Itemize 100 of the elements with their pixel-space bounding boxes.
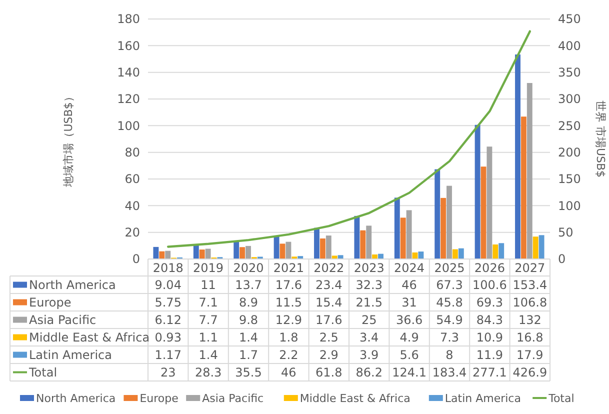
bar xyxy=(286,242,292,259)
data-label: 0.93 xyxy=(154,330,182,344)
bar xyxy=(434,169,440,259)
data-label: 5.75 xyxy=(154,295,182,310)
bar xyxy=(515,54,520,259)
data-label: 2.2 xyxy=(279,348,298,362)
data-label: 1.7 xyxy=(238,348,258,362)
y2-tick-label: 300 xyxy=(558,92,581,106)
data-label: 10.9 xyxy=(476,330,504,344)
y-tick-label: 160 xyxy=(117,38,140,53)
bar xyxy=(366,226,372,259)
bar xyxy=(320,238,326,259)
bar xyxy=(326,236,332,259)
y-tick-label: 180 xyxy=(117,12,140,26)
data-label: 25 xyxy=(361,312,377,327)
data-label: 7.7 xyxy=(198,312,218,327)
y-tick-label: 80 xyxy=(124,146,140,160)
y2-tick-label: 400 xyxy=(558,38,581,53)
data-label: 1.1 xyxy=(198,330,218,344)
data-label: 1.4 xyxy=(238,330,258,344)
y2-tick-label: 350 xyxy=(558,66,581,80)
data-label: 7.1 xyxy=(198,295,218,310)
bar xyxy=(498,243,504,259)
y-tick-label: 140 xyxy=(117,66,140,80)
x-tick-label: 2019 xyxy=(193,261,224,276)
legend-label: Total xyxy=(548,392,574,405)
data-label: 69.3 xyxy=(476,295,504,310)
x-tick-label: 2023 xyxy=(354,261,384,276)
data-label: 16.8 xyxy=(516,330,544,344)
bar xyxy=(480,166,486,259)
data-label: 3.9 xyxy=(360,348,379,362)
bar xyxy=(274,236,280,259)
data-label: 106.8 xyxy=(512,295,548,310)
data-label: 11.9 xyxy=(476,348,504,362)
data-label: 426.9 xyxy=(512,365,548,380)
bar xyxy=(440,198,446,259)
data-label: 9.8 xyxy=(238,312,258,327)
data-label: 5.6 xyxy=(400,348,419,362)
bar xyxy=(532,236,538,259)
bar xyxy=(240,247,246,259)
data-label: 13.7 xyxy=(235,278,262,292)
x-tick-label: 2021 xyxy=(273,261,304,276)
legend-label: Europe xyxy=(29,295,72,310)
text: Asia Pacific xyxy=(202,392,264,405)
text: Latin America xyxy=(444,392,521,405)
data-label: 7.3 xyxy=(440,330,460,344)
data-label: 6.12 xyxy=(154,312,182,327)
bar xyxy=(446,186,452,259)
bar xyxy=(332,256,338,259)
data-label: 23 xyxy=(160,365,176,380)
data-label: 46 xyxy=(281,365,296,380)
bar xyxy=(526,83,532,259)
data-label: 2.9 xyxy=(319,348,338,362)
bar xyxy=(458,248,464,259)
x-tick-label: 2027 xyxy=(514,261,546,276)
data-label: 3.4 xyxy=(360,330,379,344)
bar xyxy=(406,210,412,259)
x-tick-label: 2020 xyxy=(233,261,264,276)
bar xyxy=(199,250,205,259)
data-label: 9.04 xyxy=(154,278,182,292)
legend-label: North America xyxy=(29,278,116,292)
x-tick-label: 2022 xyxy=(314,261,344,276)
bar xyxy=(314,228,320,259)
line-series xyxy=(167,30,531,248)
text: North America xyxy=(36,392,116,405)
data-label: 36.6 xyxy=(396,312,423,327)
data-label: 31 xyxy=(402,295,417,310)
legend-label: Asia Pacific xyxy=(29,312,96,327)
bar xyxy=(474,124,480,259)
bar xyxy=(492,244,498,259)
data-label: 11.5 xyxy=(275,295,302,310)
data-label: 1.4 xyxy=(198,348,218,362)
bar xyxy=(394,198,400,259)
data-label: 1.8 xyxy=(279,330,298,344)
legend-label: Middle East & Africa xyxy=(29,330,150,344)
y-tick-label: 0 xyxy=(132,252,140,266)
data-label: 28.3 xyxy=(194,365,222,380)
bar xyxy=(452,249,458,259)
y-tick-label: 60 xyxy=(124,172,140,186)
y-tick-label: 20 xyxy=(124,226,140,240)
x-tick-label: 2025 xyxy=(434,261,465,276)
data-label: 4.9 xyxy=(400,330,419,344)
y2-tick-label: 50 xyxy=(558,226,574,240)
x-tick-label: 2026 xyxy=(474,261,505,276)
data-label: 124.1 xyxy=(392,365,426,380)
data-label: 277.1 xyxy=(472,365,507,380)
data-label: 12.9 xyxy=(275,312,302,327)
y2-tick-label: 450 xyxy=(558,12,581,26)
data-label: 17.9 xyxy=(516,348,544,362)
x-tick-label: 2018 xyxy=(152,261,184,276)
data-label: 54.9 xyxy=(436,312,463,327)
x-tick-label: 2024 xyxy=(394,261,425,276)
data-label: 46 xyxy=(402,278,417,292)
y2-tick-label: 100 xyxy=(558,198,581,213)
data-label: 15.4 xyxy=(316,295,342,310)
data-label: 17.6 xyxy=(316,312,342,327)
data-label: 1.17 xyxy=(154,348,182,362)
data-label: 132 xyxy=(518,312,542,327)
bar xyxy=(354,216,360,259)
y-tick-label: 100 xyxy=(117,118,140,133)
